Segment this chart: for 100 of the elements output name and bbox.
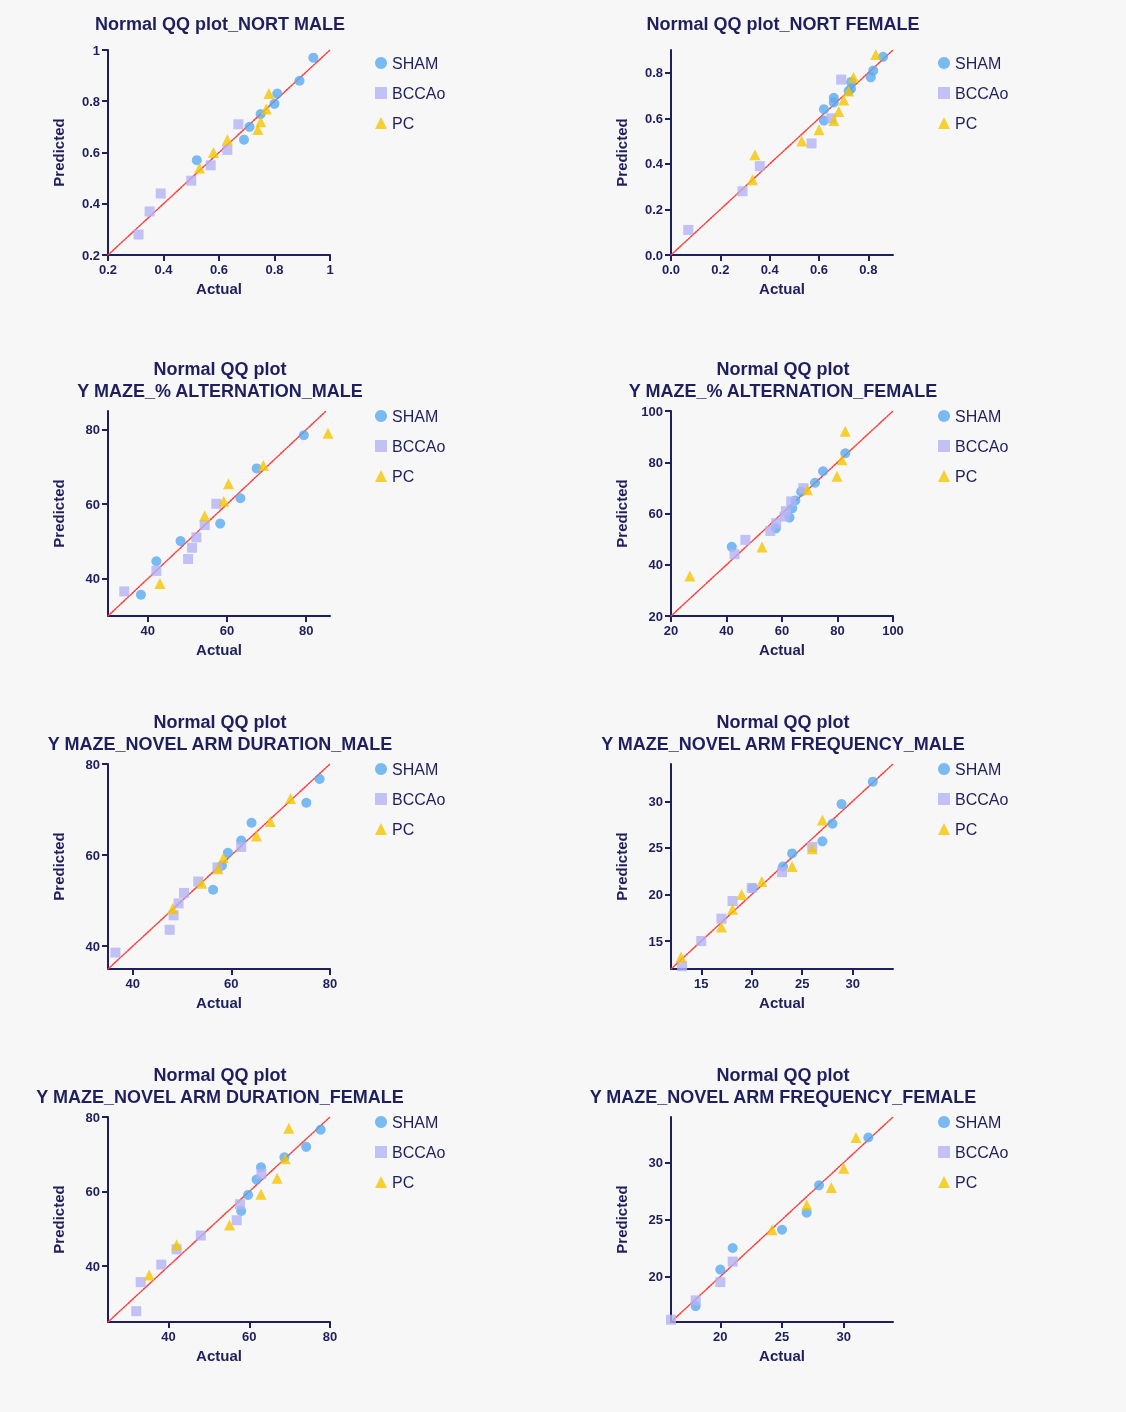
legend-label: BCCAo — [955, 1143, 1009, 1161]
legend-label: SHAM — [392, 407, 439, 425]
x-tick-label: 25 — [794, 976, 810, 991]
legend-label: BCCAo — [392, 790, 446, 808]
y-axis-title: Predicted — [613, 1185, 630, 1254]
y-tick-label: 25 — [648, 840, 663, 856]
y-tick-label: 0.0 — [644, 247, 663, 263]
x-tick-label: 20 — [744, 976, 759, 991]
y-axis-title: Predicted — [50, 118, 67, 187]
x-tick-label: 0.6 — [209, 262, 229, 277]
y-tick-label: 30 — [648, 1155, 663, 1171]
legend-label: BCCAo — [955, 84, 1009, 102]
x-tick-label: 80 — [322, 1329, 338, 1344]
x-tick-label: 20 — [663, 623, 679, 638]
x-tick-label: 60 — [219, 623, 235, 638]
x-axis-title: Actual — [759, 280, 805, 297]
x-tick-label: 30 — [836, 1329, 851, 1344]
legend-label: SHAM — [392, 54, 439, 72]
x-tick-label: 30 — [845, 976, 860, 991]
chart-title: Normal QQ plot_NORT FEMALE — [646, 14, 920, 34]
y-tick-label: 0.2 — [644, 201, 663, 217]
y-tick-label: 25 — [648, 1212, 663, 1227]
y-tick-label: 0.4 — [644, 156, 664, 172]
legend-label: PC — [392, 467, 415, 485]
x-tick-label: 20 — [713, 1329, 728, 1344]
y-tick-label: 60 — [85, 847, 100, 863]
y-tick-label: 80 — [85, 1109, 100, 1125]
legend-label: PC — [955, 820, 978, 838]
legend-label: SHAM — [955, 1113, 1002, 1131]
legend-label: BCCAo — [955, 437, 1009, 455]
x-tick-label: 40 — [161, 1329, 176, 1344]
x-tick-label: 80 — [322, 976, 338, 991]
x-tick-label: 0.4 — [760, 262, 780, 277]
y-tick-label: 20 — [648, 1268, 663, 1284]
x-tick-label: 80 — [298, 623, 314, 638]
x-tick-label: 60 — [774, 623, 790, 638]
y-axis-title: Predicted — [50, 832, 67, 901]
legend-label: PC — [955, 467, 978, 485]
y-tick-label: 40 — [85, 571, 100, 587]
chart-title: Normal QQ plot_NORT MALE — [94, 14, 346, 34]
legend-label: PC — [392, 114, 415, 132]
x-tick-label: 0.2 — [98, 262, 118, 277]
legend-label: PC — [392, 820, 415, 838]
y-tick-label: 1 — [92, 42, 100, 58]
x-tick-label: 60 — [242, 1329, 257, 1344]
x-axis-title: Actual — [759, 994, 805, 1011]
x-tick-label: 1 — [326, 262, 334, 277]
x-axis-title: Actual — [196, 994, 242, 1011]
y-tick-label: 15 — [648, 933, 663, 949]
y-axis-title: Predicted — [613, 118, 630, 187]
y-axis-title: Predicted — [50, 479, 67, 548]
y-axis-title: Predicted — [50, 1185, 67, 1254]
y-tick-label: 40 — [85, 1258, 100, 1274]
legend-label: PC — [392, 1173, 415, 1191]
y-axis-title: Predicted — [613, 832, 630, 901]
legend-label: SHAM — [955, 54, 1002, 72]
chart-title: Normal QQ plot Y MAZE_NOVEL ARM FREQUENCY_FEMALE — [589, 1065, 977, 1107]
legend-label: BCCAo — [392, 84, 446, 102]
chart-title: Normal QQ plot Y MAZE_NOVEL ARM FREQUENCY_MALE — [601, 712, 965, 754]
y-tick-label: 80 — [85, 756, 100, 772]
x-axis-title: Actual — [759, 641, 805, 658]
y-tick-label: 0.6 — [81, 145, 100, 160]
x-tick-label: 0.2 — [711, 262, 730, 277]
legend-label: SHAM — [392, 1113, 439, 1131]
legend-label: PC — [955, 114, 978, 132]
y-tick-label: 0.8 — [644, 65, 663, 81]
y-tick-label: 80 — [85, 422, 100, 438]
y-tick-label: 0.4 — [81, 196, 101, 212]
legend-label: BCCAo — [955, 790, 1009, 808]
y-axis-title: Predicted — [613, 479, 630, 548]
x-tick-label: 15 — [694, 976, 709, 991]
y-tick-label: 100 — [641, 403, 663, 419]
x-tick-label: 40 — [140, 623, 155, 638]
y-tick-label: 0.6 — [644, 110, 663, 126]
chart-title: Normal QQ plot Y MAZE_% ALTERNATION_FEMALE — [628, 359, 938, 401]
x-axis-title: Actual — [196, 1347, 242, 1364]
legend-label: PC — [955, 1173, 978, 1191]
x-tick-label: 0.6 — [809, 262, 829, 277]
y-tick-label: 0.2 — [81, 247, 100, 263]
chart-title: Normal QQ plot Y MAZE_NOVEL ARM DURATION_MALE — [47, 712, 393, 754]
x-axis-title: Actual — [196, 280, 242, 297]
legend-label: SHAM — [955, 760, 1002, 778]
y-tick-label: 60 — [85, 1184, 100, 1200]
legend-label: SHAM — [955, 407, 1002, 425]
x-axis-title: Actual — [196, 641, 242, 658]
y-tick-label: 0.8 — [81, 93, 100, 109]
y-tick-label: 20 — [648, 608, 663, 624]
y-tick-label: 60 — [85, 496, 100, 512]
x-tick-label: 40 — [125, 976, 140, 991]
x-tick-label: 60 — [224, 976, 239, 991]
y-tick-label: 20 — [648, 886, 663, 902]
legend-label: SHAM — [392, 760, 439, 778]
x-tick-label: 0.8 — [265, 262, 284, 277]
chart-title: Normal QQ plot Y MAZE_NOVEL ARM DURATION_FEMALE — [36, 1065, 404, 1107]
x-tick-label: 0.4 — [154, 262, 174, 277]
x-tick-label: 0.0 — [661, 262, 681, 277]
y-tick-label: 30 — [648, 793, 663, 809]
x-tick-label: 25 — [774, 1329, 790, 1344]
y-tick-label: 40 — [648, 557, 663, 573]
x-tick-label: 0.8 — [859, 262, 878, 277]
